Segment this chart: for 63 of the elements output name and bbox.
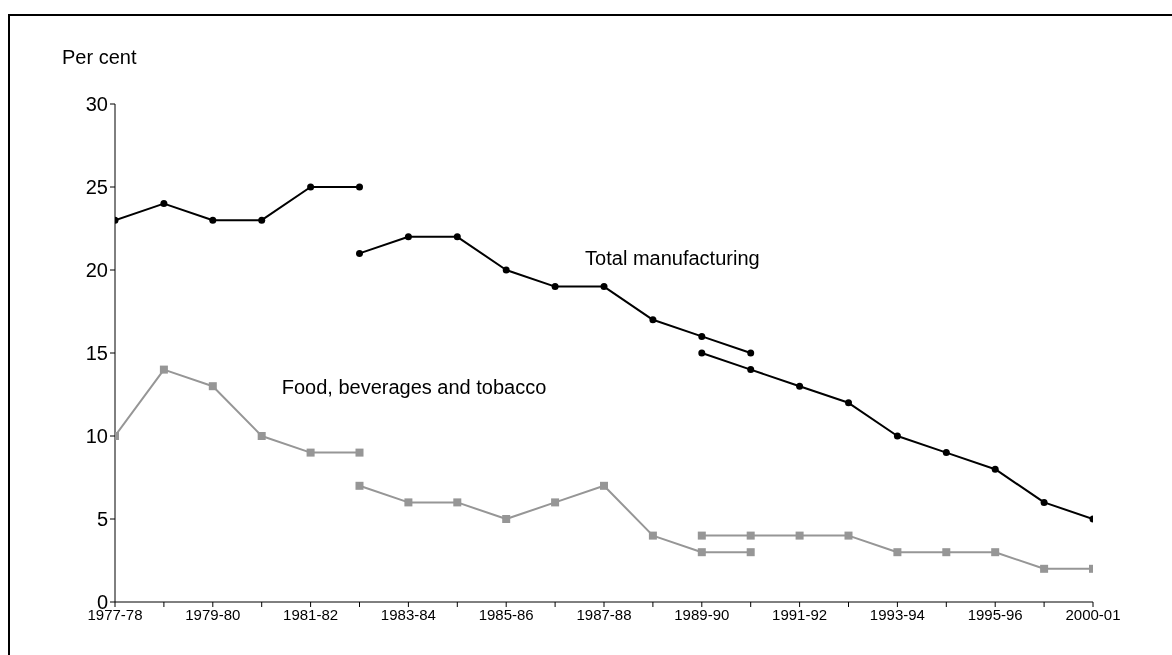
point (356, 249, 363, 257)
point (551, 498, 560, 507)
point (991, 465, 999, 473)
point (307, 183, 315, 191)
x-tick-label: 1993-94 (869, 605, 925, 623)
point (747, 366, 755, 374)
point (1040, 564, 1049, 573)
point (600, 283, 608, 291)
point (648, 531, 657, 540)
point (404, 498, 413, 507)
point (698, 349, 706, 357)
series-label: Total manufacturing (585, 246, 760, 270)
y-tick-label: 25 (85, 176, 108, 199)
x-tick-label: 1983-84 (380, 605, 436, 623)
point (942, 449, 950, 457)
y-tick-label: 10 (85, 425, 108, 448)
x-tick-label: 2000-01 (1065, 605, 1121, 623)
point (796, 382, 804, 390)
point (356, 183, 363, 191)
point (257, 432, 266, 440)
y-tick-label: 15 (85, 342, 108, 365)
x-tick-label: 1991-92 (772, 605, 828, 623)
point (697, 531, 706, 540)
x-tick-label: 1979-80 (185, 605, 241, 623)
point (502, 515, 511, 523)
point (747, 349, 755, 357)
y-tick-label: 5 (96, 508, 108, 531)
x-tick-label: 1989-90 (674, 605, 730, 623)
point (893, 548, 902, 557)
point (453, 498, 462, 507)
point (209, 216, 217, 224)
point (600, 481, 608, 490)
point (746, 531, 755, 540)
point (404, 233, 412, 241)
point (258, 216, 266, 224)
y-tick-label: 30 (85, 93, 108, 116)
point (502, 266, 510, 274)
point (551, 283, 559, 291)
point (942, 548, 951, 557)
point (845, 399, 852, 407)
point (697, 548, 706, 557)
point (355, 448, 364, 457)
point (746, 548, 755, 557)
point (795, 531, 804, 540)
x-tick-label: 1981-82 (283, 605, 339, 623)
point (649, 316, 657, 324)
x-tick-label: 1985-86 (478, 605, 534, 623)
point (453, 233, 461, 241)
point (306, 448, 315, 457)
point (844, 531, 853, 540)
x-tick-label: 1995-96 (967, 605, 1023, 623)
y-tick-label: 20 (85, 259, 108, 282)
x-tick-label: 1987-88 (576, 605, 632, 623)
y-axis-title: Per cent (62, 46, 137, 69)
point (1040, 498, 1048, 506)
point (698, 332, 706, 340)
point (991, 548, 1000, 557)
point (159, 365, 168, 374)
point (893, 432, 901, 440)
point (160, 200, 168, 208)
point (355, 481, 364, 490)
series-label: Food, beverages and tobacco (281, 376, 547, 399)
point (208, 382, 217, 391)
